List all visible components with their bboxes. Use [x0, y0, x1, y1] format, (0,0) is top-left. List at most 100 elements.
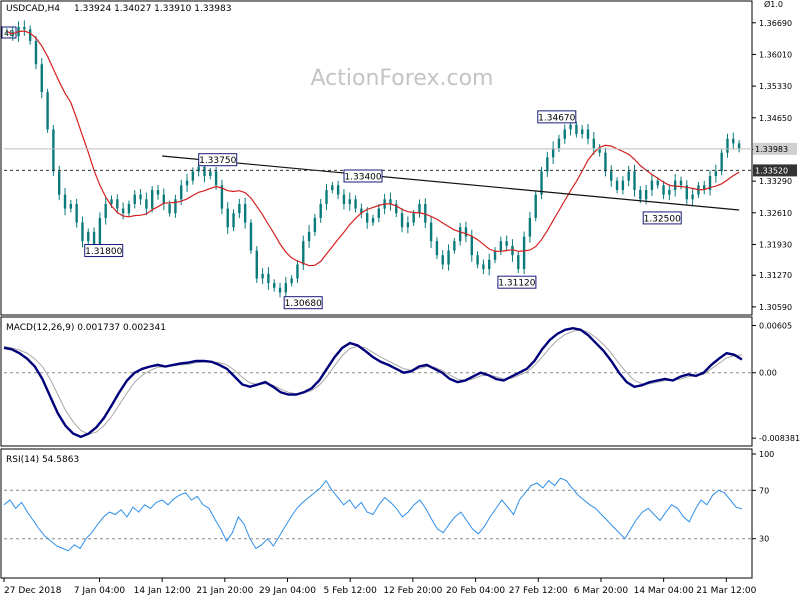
candle-body — [673, 180, 677, 190]
price-annotation: 1.30680 — [283, 296, 323, 310]
candle-body — [139, 194, 142, 200]
candle-body — [150, 189, 154, 209]
candle-body — [476, 255, 479, 265]
candle-body — [145, 199, 148, 209]
x-tick-label: 12 Feb 20:00 — [383, 586, 442, 596]
candle-body — [34, 40, 38, 65]
rsi-line — [3, 477, 743, 552]
candle-body — [482, 264, 485, 270]
candle-body — [522, 236, 526, 270]
candle-body — [203, 166, 206, 176]
macd-y-tick-label: -0.008381 — [759, 434, 800, 443]
x-tick-label: 27 Feb 12:00 — [509, 586, 568, 596]
y-tick-label: 1.33290 — [759, 177, 792, 186]
annotation-label: 1.31120 — [498, 279, 535, 289]
candle-body — [470, 236, 473, 256]
candle-body — [249, 222, 253, 251]
annotation-label: 1.32500 — [644, 214, 681, 224]
y-tick-label: 1.31270 — [759, 271, 792, 280]
candle-body — [708, 176, 712, 190]
candle-body — [714, 171, 718, 176]
macd-main-line — [3, 326, 743, 439]
top-right-label: Ø1.0 — [764, 0, 783, 9]
candle-body — [517, 255, 520, 270]
candle-body — [197, 166, 200, 172]
candle-body — [691, 194, 694, 200]
candle-body — [615, 180, 619, 190]
candle-body — [737, 143, 741, 149]
candle-body — [331, 185, 334, 190]
candle-body — [592, 138, 596, 149]
current-price-label: 1.33983 — [755, 145, 788, 154]
macd-signal-line — [3, 329, 743, 435]
candle-body — [121, 208, 125, 214]
candle-body — [180, 185, 183, 200]
candle-body — [488, 259, 491, 270]
candle-body — [557, 138, 561, 149]
candle-body — [110, 199, 113, 204]
candle-body — [610, 171, 613, 181]
candle-body — [243, 203, 247, 223]
candle-body — [551, 148, 555, 158]
candle-body — [447, 250, 450, 265]
price-annotation: 1.32500 — [642, 211, 682, 225]
candle-body — [546, 157, 549, 172]
annotation-box — [497, 275, 537, 289]
candle-body — [28, 29, 32, 41]
candle-body — [156, 189, 160, 195]
candle-body — [720, 152, 723, 172]
candle-body — [313, 217, 317, 232]
candle-body — [412, 213, 415, 223]
price-annotation: 1.31120 — [497, 275, 537, 289]
candle-body — [168, 203, 171, 214]
candle-body — [290, 278, 293, 284]
annotation-box — [537, 110, 577, 124]
candle-body — [639, 189, 642, 200]
candle-body — [662, 185, 665, 195]
y-tick-label: 1.36690 — [759, 19, 792, 28]
candle-body — [98, 217, 102, 246]
candle-body — [220, 185, 224, 209]
x-tick-label: 20 Feb 04:00 — [446, 586, 505, 596]
annotation-box — [642, 211, 682, 225]
candle-body — [540, 171, 543, 195]
candle-body — [528, 217, 532, 237]
chart-marks: 1.366901.360101.353301.346501.339701.332… — [3, 1, 800, 596]
candle-body — [580, 129, 584, 135]
candle-body — [319, 203, 322, 218]
candle-body — [732, 138, 735, 144]
candle-body — [650, 180, 654, 190]
candle-body — [336, 185, 340, 195]
candle-body — [52, 129, 55, 172]
candle-body — [133, 194, 136, 204]
x-tick-label: 29 Jan 04:00 — [259, 586, 316, 596]
candle-body — [302, 241, 305, 265]
candle-body — [278, 287, 282, 293]
y-tick-label: 1.34650 — [759, 114, 792, 123]
watermark: ActionForex.com — [311, 66, 494, 91]
candle-body — [406, 222, 410, 228]
candle-body — [534, 194, 537, 218]
candle-body — [92, 231, 96, 246]
candle-body — [604, 152, 607, 172]
candle-body — [644, 189, 648, 200]
candle-body — [668, 189, 671, 195]
top-left-label: 40 — [4, 29, 14, 38]
candle-body — [563, 129, 566, 139]
candle-body — [238, 203, 241, 214]
candle-body — [273, 283, 276, 288]
annotation-box — [283, 296, 323, 310]
candle-body — [232, 213, 235, 228]
annotation-label: 1.33400 — [344, 173, 381, 183]
macd-label: MACD(12,26,9) 0.001737 0.002341 — [6, 323, 166, 333]
candle-body — [354, 199, 357, 209]
y-tick-label: 1.36010 — [759, 50, 792, 59]
current-price-box — [753, 142, 797, 155]
level-price-box — [753, 164, 797, 177]
candle-body — [429, 222, 433, 242]
candle-body — [255, 250, 258, 279]
y-tick-label: 1.32610 — [759, 209, 792, 218]
candle-body — [389, 199, 392, 204]
candle-body — [371, 217, 375, 223]
